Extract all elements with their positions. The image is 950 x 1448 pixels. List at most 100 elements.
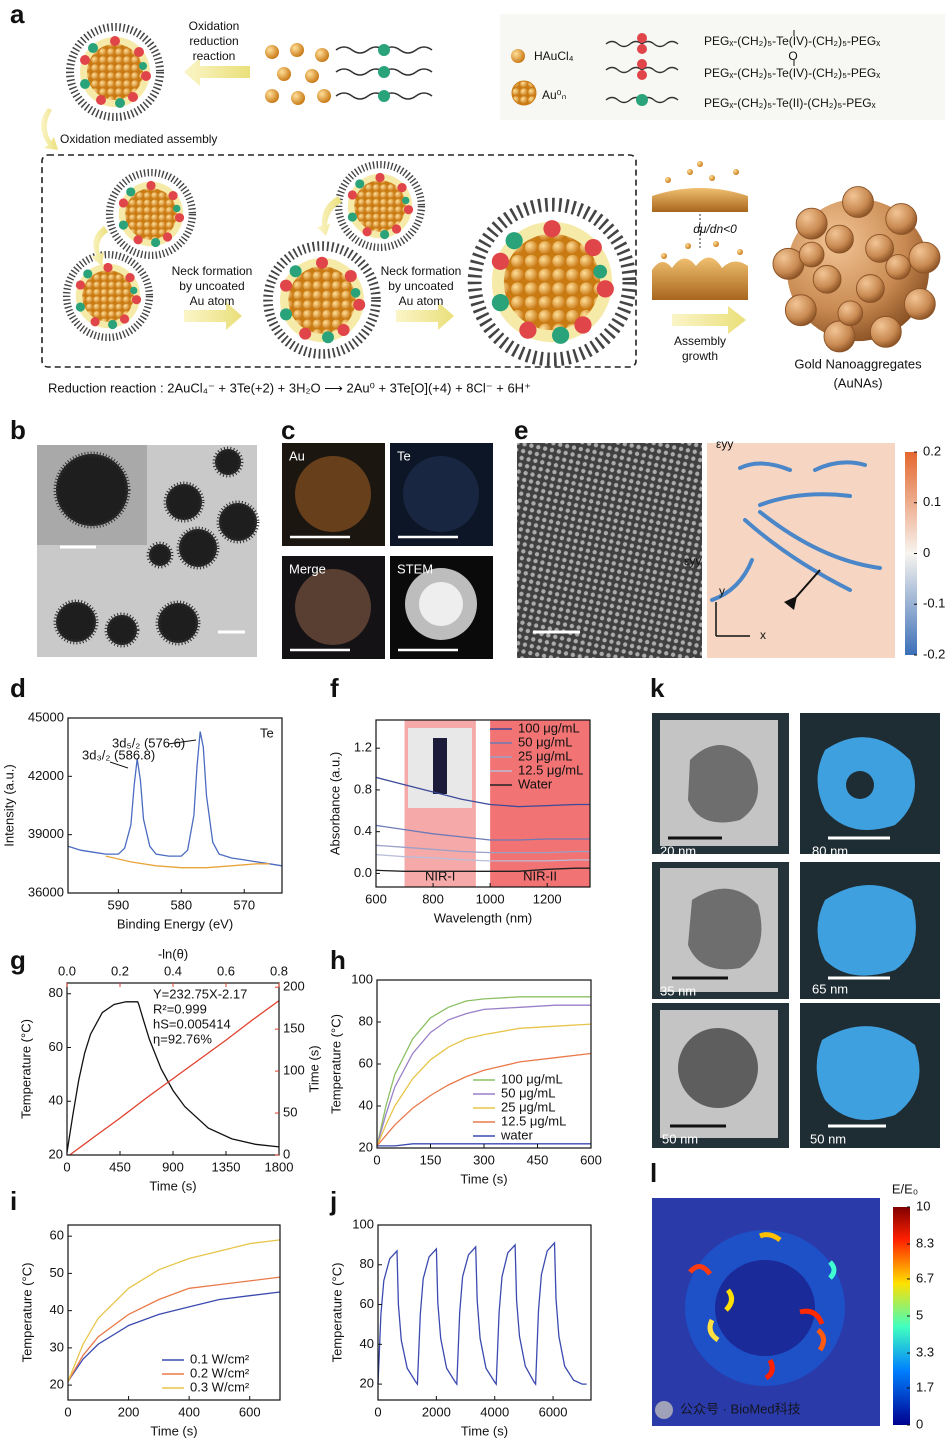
strain-label: εyy bbox=[716, 437, 733, 451]
x-axis-label: Wavelength (nm) bbox=[434, 910, 533, 925]
legend-text: PEGₓ-(CH₂)₅-Te(IV)-(CH₂)₅-PEGₓ bbox=[704, 34, 880, 48]
series-line bbox=[375, 867, 590, 872]
tomography: 20 nm 80 nm 35 nm 65 nm 50 nm 50 nm bbox=[652, 713, 940, 1148]
colorbar-tick-label: 10 bbox=[916, 1198, 930, 1213]
gold-nanoaggregate bbox=[772, 186, 941, 353]
x-axis-label: Time (s) bbox=[460, 1171, 507, 1186]
scheme-text: reaction bbox=[193, 49, 236, 63]
scheme-text: Au atom bbox=[190, 294, 235, 308]
series-line bbox=[375, 824, 590, 841]
series-line bbox=[67, 731, 283, 867]
shaded-range bbox=[490, 720, 590, 887]
panel-label: l bbox=[650, 1158, 657, 1188]
y-axis-label: Intensity (a.u.) bbox=[1, 764, 16, 846]
y-tick-label: 0.4 bbox=[354, 823, 372, 838]
y-tick-label: 80 bbox=[49, 985, 63, 1000]
x-tick-label: 450 bbox=[109, 1159, 131, 1174]
range-label: NIR-I bbox=[425, 868, 455, 883]
panel-label: f bbox=[330, 673, 339, 703]
scale-label: 80 nm bbox=[812, 843, 848, 858]
y-tick-label: 80 bbox=[360, 1256, 374, 1271]
x-tick-label: 0 bbox=[373, 1152, 380, 1167]
chart-title: Te bbox=[260, 725, 274, 740]
scale-label: 35 nm bbox=[660, 983, 696, 998]
series-line bbox=[377, 1241, 587, 1386]
scheme-text: dμ/dn<0 bbox=[693, 222, 737, 236]
series-line bbox=[69, 1000, 280, 1156]
x-tick-label: 580 bbox=[170, 897, 192, 912]
map-label: Te bbox=[397, 448, 411, 463]
x-tick-label: 2000 bbox=[422, 1404, 451, 1419]
x-tick-label: 4000 bbox=[480, 1404, 509, 1419]
y-axis-label: Temperature (°C) bbox=[19, 1263, 34, 1363]
y2-tick-label: 100 bbox=[283, 1063, 305, 1078]
x-tick-label: 1350 bbox=[212, 1159, 241, 1174]
x2-tick-label: 0.8 bbox=[270, 963, 288, 978]
panel-labels: a b c e d f k g h i j l bbox=[10, 0, 665, 1216]
x-tick-label: 300 bbox=[473, 1152, 495, 1167]
legend-text: PEGₓ-(CH₂)₅-Te(IV)-(CH₂)₅-PEGₓ bbox=[704, 66, 880, 80]
arrow bbox=[41, 108, 58, 150]
series-line bbox=[67, 1239, 281, 1382]
series-line bbox=[375, 853, 590, 862]
scheme-text: growth bbox=[682, 349, 718, 363]
plot-frame bbox=[377, 1224, 592, 1401]
legend-text: HAuCl₄ bbox=[534, 49, 574, 63]
x-tick-label: 600 bbox=[365, 891, 387, 906]
x2-tick-label: 0.6 bbox=[217, 963, 235, 978]
series-line bbox=[376, 1004, 591, 1147]
legend-label: 0.3 W/cm² bbox=[190, 1379, 250, 1394]
series-line bbox=[377, 1143, 591, 1147]
y-tick-label: 80 bbox=[359, 1013, 373, 1028]
y-tick-label: 1.2 bbox=[354, 740, 372, 755]
reaction: Reduction reaction : 2AuCl₄⁻ + 3Te(+2) +… bbox=[48, 380, 531, 395]
y-tick-label: 42000 bbox=[28, 768, 64, 783]
arrow bbox=[184, 302, 242, 330]
y-tick-label: 50 bbox=[50, 1265, 64, 1280]
map-label: Merge bbox=[289, 561, 326, 576]
y2-tick-label: 50 bbox=[283, 1104, 297, 1119]
map-label: STEM bbox=[397, 561, 433, 576]
y-tick-label: 60 bbox=[359, 1055, 373, 1070]
y-tick-label: 20 bbox=[49, 1146, 63, 1161]
scheme-text: Au atom bbox=[399, 294, 444, 308]
panel-label: h bbox=[330, 945, 346, 975]
scheme-text: Oxidation bbox=[189, 19, 240, 33]
legend-text: Au⁰ₙ bbox=[542, 88, 566, 102]
axis-label: y bbox=[719, 584, 725, 598]
legend-label: 0.2 W/cm² bbox=[190, 1365, 250, 1380]
y-tick-label: 45000 bbox=[28, 709, 64, 724]
x-axis-label: Time (s) bbox=[461, 1423, 508, 1438]
hrtem: εyy εyy y x bbox=[517, 437, 917, 658]
series-line bbox=[376, 996, 591, 1147]
scheme-text: Neck formation bbox=[381, 264, 462, 278]
x-tick-label: 600 bbox=[580, 1152, 602, 1167]
annotation: R²=0.999 bbox=[153, 1001, 207, 1016]
legend-label: 50 μg/mL bbox=[501, 1085, 555, 1100]
panel-label: k bbox=[650, 673, 665, 703]
watermark: 公众号 · BioMed科技 bbox=[680, 1401, 801, 1416]
scale-label: 50 nm bbox=[810, 1131, 846, 1146]
colorbar-tick-label: -0.2 bbox=[923, 646, 945, 661]
y-tick-label: 60 bbox=[50, 1228, 64, 1243]
x-tick-label: 800 bbox=[422, 891, 444, 906]
y-tick-label: 0.8 bbox=[354, 781, 372, 796]
scheme-text: Oxidation mediated assembly bbox=[60, 132, 217, 146]
colorbar-tick-label: 1.7 bbox=[916, 1379, 934, 1394]
y-tick-label: 60 bbox=[360, 1296, 374, 1311]
colorbar-tick-label: 0 bbox=[916, 1416, 923, 1431]
y2-tick-label: 150 bbox=[283, 1021, 305, 1036]
strain-label: εyy bbox=[684, 554, 701, 568]
y2-tick-label: 0 bbox=[283, 1146, 290, 1161]
scale-label: 50 nm bbox=[662, 1131, 698, 1146]
colorbar-tick-label: 0 bbox=[923, 545, 930, 560]
peg-chains bbox=[335, 46, 433, 100]
scheme-text: by uncoated bbox=[179, 279, 244, 293]
tem-image bbox=[37, 445, 260, 657]
legend-label: 12.5 μg/mL bbox=[518, 762, 583, 777]
y-tick-label: 36000 bbox=[28, 884, 64, 899]
colorbar-tick-label: 0.2 bbox=[923, 443, 941, 458]
y2-tick-label: 200 bbox=[283, 979, 305, 994]
x-tick-label: 400 bbox=[178, 1404, 200, 1419]
